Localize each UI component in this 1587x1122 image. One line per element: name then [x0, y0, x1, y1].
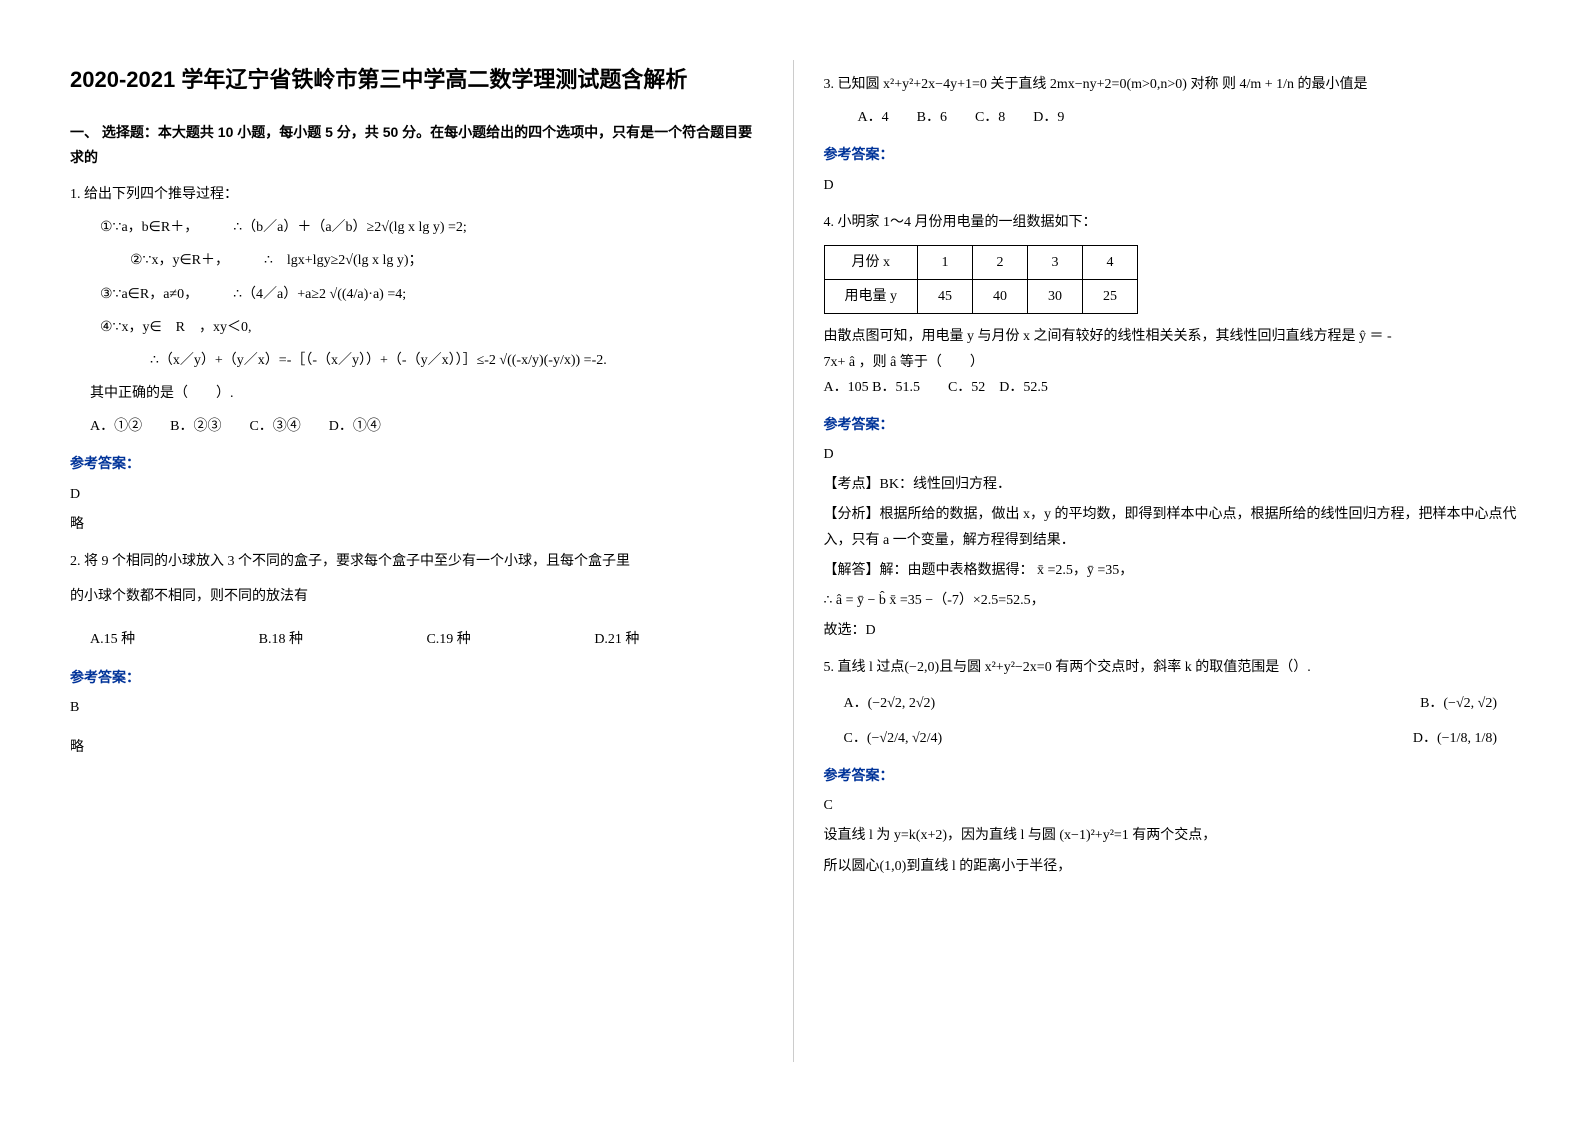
q5-exp1: 设直线 l 为 y=k(x+2)，因为直线 l 与圆 (x−1)²+y²=1 有…	[824, 823, 1518, 848]
question-1: 1. 给出下列四个推导过程： ①∵a，b∈R＋， ∴（b／a）＋（a／b）≥2√…	[70, 182, 763, 440]
q4-options: A．105 B．51.5 C．52 D．52.5	[824, 375, 1518, 400]
table-cell: 2	[973, 245, 1028, 279]
table-cell: 4	[1083, 245, 1138, 279]
q1-note: 略	[70, 512, 763, 537]
table-cell: 45	[918, 280, 973, 314]
table-header: 月份 x	[824, 245, 918, 279]
q5-answer: C	[824, 793, 1518, 818]
q1-item2: ②∵x，y∈R＋， ∴ lgx+lgy≥2√(lg x lg y)；	[130, 248, 763, 273]
q1-item4b: ∴（x／y）+（y／x）=-［（-（x／y））+（-（y／x））］≤-2 √((…	[150, 348, 763, 373]
q2-answer: B	[70, 695, 763, 720]
q5-optA: A．(−2√2, 2√2)	[844, 691, 936, 716]
table-row: 用电量 y 45 40 30 25	[824, 280, 1138, 314]
q1-item4: ④∵x，y∈ R ，xy＜0,	[100, 315, 763, 340]
section-heading: 一、 选择题：本大题共 10 小题，每小题 5 分，共 50 分。在每小题给出的…	[70, 120, 763, 170]
q4-explanation: 【解答】解：由题中表格数据得： x̄ =2.5，ȳ =35，	[824, 558, 1518, 583]
question-2: 2. 将 9 个相同的小球放入 3 个不同的盒子，要求每个盒子中至少有一个小球，…	[70, 549, 763, 653]
table-header: 用电量 y	[824, 280, 918, 314]
q2-options: A.15 种 B.18 种 C.19 种 D.21 种	[90, 627, 763, 652]
exp-tag: 【解答】	[824, 563, 880, 578]
answer-label: 参考答案：	[824, 763, 1518, 788]
q1-item3: ③∵a∈R，a≠0， ∴（4／a）+a≥2 √((4/a)·a) =4;	[100, 282, 763, 307]
table-row: 月份 x 1 2 3 4	[824, 245, 1138, 279]
q5-optD: D．(−1/8, 1/8)	[1413, 726, 1497, 751]
table-cell: 3	[1028, 245, 1083, 279]
q2-stem2: 的小球个数都不相同，则不同的放法有	[70, 584, 763, 609]
q5-optC: C．(−√2/4, √2/4)	[844, 726, 943, 751]
table-cell: 25	[1083, 280, 1138, 314]
q1-tail: 其中正确的是（ ）.	[90, 381, 763, 406]
q2-optA: A.15 种	[90, 627, 135, 652]
exp-text: BK：线性回归方程．	[880, 477, 1011, 492]
q2-optB: B.18 种	[259, 627, 303, 652]
q4-line2: 由散点图可知，用电量 y 与月份 x 之间有较好的线性相关关系，其线性回归直线方…	[824, 324, 1518, 349]
q3-answer: D	[824, 173, 1518, 198]
left-column: 2020-2021 学年辽宁省铁岭市第三中学高二数学理测试题含解析 一、 选择题…	[40, 60, 794, 1062]
q2-optC: C.19 种	[426, 627, 470, 652]
q5-exp2: 所以圆心(1,0)到直线 l 的距离小于半径，	[824, 854, 1518, 879]
q3-stem: 3. 已知圆 x²+y²+2x−4y+1=0 关于直线 2mx−ny+2=0(m…	[824, 72, 1518, 97]
q4-explanation: 【分析】根据所给的数据，做出 x，y 的平均数，即得到样本中心点，根据所给的线性…	[824, 502, 1518, 552]
document-title: 2020-2021 学年辽宁省铁岭市第三中学高二数学理测试题含解析	[70, 60, 763, 100]
q4-answer: D	[824, 442, 1518, 467]
q2-optD: D.21 种	[594, 627, 639, 652]
q4-exp3b: ∴ â = ȳ − b̂ x̄ =35 −（-7）×2.5=52.5，	[824, 588, 1518, 613]
table-cell: 30	[1028, 280, 1083, 314]
q5-optB: B．(−√2, √2)	[1420, 691, 1497, 716]
question-5: 5. 直线 l 过点(−2,0)且与圆 x²+y²−2x=0 有两个交点时，斜率…	[824, 655, 1518, 751]
exp-text: 根据所给的数据，做出 x，y 的平均数，即得到样本中心点，根据所给的线性回归方程…	[824, 507, 1517, 547]
question-3: 3. 已知圆 x²+y²+2x−4y+1=0 关于直线 2mx−ny+2=0(m…	[824, 72, 1518, 130]
q4-explanation: 【考点】BK：线性回归方程．	[824, 472, 1518, 497]
answer-label: 参考答案：	[70, 665, 763, 690]
q4-line3: 7x+ â ，则 â 等于（ ）	[824, 350, 1518, 375]
q3-options: A．4 B．6 C．8 D．9	[844, 105, 1518, 130]
table-cell: 40	[973, 280, 1028, 314]
answer-label: 参考答案：	[824, 142, 1518, 167]
table-cell: 1	[918, 245, 973, 279]
q1-answer: D	[70, 482, 763, 507]
q1-stem: 1. 给出下列四个推导过程：	[70, 182, 763, 207]
q4-exp3c: 故选：D	[824, 618, 1518, 643]
q4-stem: 4. 小明家 1～4 月份用电量的一组数据如下：	[824, 210, 1518, 235]
exp-tag: 【分析】	[824, 507, 880, 522]
exp-tag: 【考点】	[824, 477, 880, 492]
exp-text: 解：由题中表格数据得： x̄ =2.5，ȳ =35，	[880, 563, 1134, 578]
answer-label: 参考答案：	[70, 451, 763, 476]
q5-stem: 5. 直线 l 过点(−2,0)且与圆 x²+y²−2x=0 有两个交点时，斜率…	[824, 655, 1518, 680]
q5-options-row1: A．(−2√2, 2√2) B．(−√2, √2)	[844, 691, 1498, 716]
q2-note: 略	[70, 735, 763, 760]
q2-stem: 2. 将 9 个相同的小球放入 3 个不同的盒子，要求每个盒子中至少有一个小球，…	[70, 549, 763, 574]
q1-options: A．①② B．②③ C．③④ D．①④	[90, 414, 763, 439]
right-column: 3. 已知圆 x²+y²+2x−4y+1=0 关于直线 2mx−ny+2=0(m…	[794, 60, 1548, 1062]
q5-options-row2: C．(−√2/4, √2/4) D．(−1/8, 1/8)	[844, 726, 1498, 751]
q4-data-table: 月份 x 1 2 3 4 用电量 y 45 40 30 25	[824, 245, 1139, 314]
question-4: 4. 小明家 1～4 月份用电量的一组数据如下： 月份 x 1 2 3 4 用电…	[824, 210, 1518, 400]
q1-item1: ①∵a，b∈R＋， ∴（b／a）＋（a／b）≥2√(lg x lg y) =2;	[100, 215, 763, 240]
answer-label: 参考答案：	[824, 412, 1518, 437]
